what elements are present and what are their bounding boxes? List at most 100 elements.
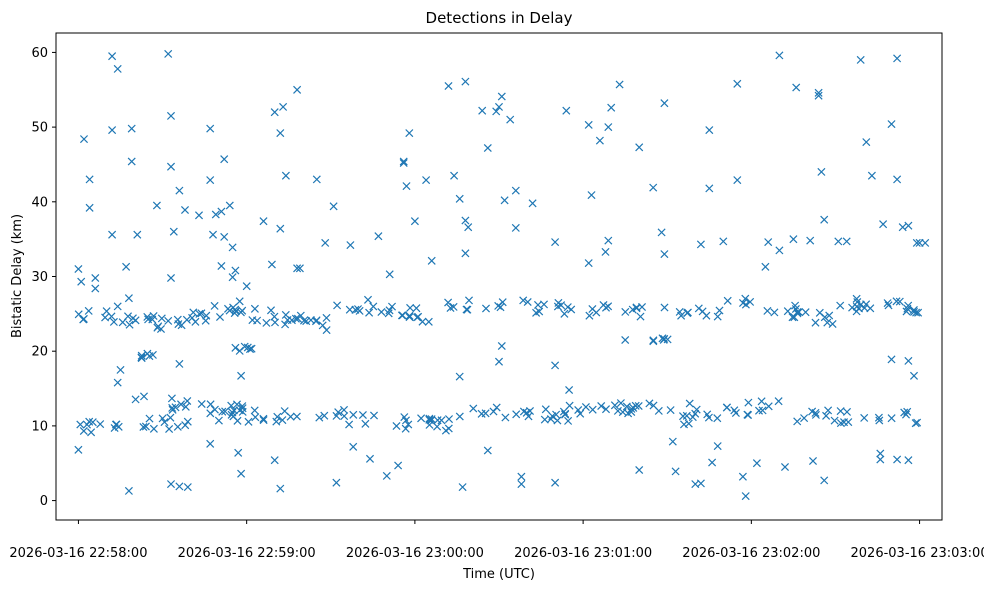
detection-marker (164, 49, 173, 58)
detection-marker (876, 455, 885, 464)
detection-marker (551, 361, 560, 370)
detection-marker (842, 407, 852, 416)
detection-marker (624, 409, 633, 418)
detection-marker (501, 413, 510, 422)
detection-marker (315, 413, 324, 422)
detection-marker (346, 241, 355, 250)
detection-marker (228, 408, 237, 417)
detection-marker (904, 221, 913, 230)
detection-marker (722, 403, 732, 412)
detection-marker (887, 414, 896, 423)
detection-marker (800, 414, 809, 423)
detection-marker (180, 205, 190, 215)
detection-marker (588, 304, 597, 314)
detection-marker (210, 405, 219, 414)
detection-marker (783, 307, 792, 316)
detection-marker (250, 304, 259, 313)
detection-marker (887, 120, 896, 129)
x-tick-label: 2026-03-16 23:02:00 (682, 546, 820, 561)
x-tick-label: 2026-03-16 23:00:00 (346, 546, 484, 561)
detection-marker (744, 398, 753, 407)
detection-marker (893, 175, 902, 184)
detection-marker (141, 422, 150, 431)
detection-marker (576, 409, 585, 418)
detection-marker (361, 419, 370, 428)
detection-marker (312, 316, 321, 325)
detection-marker (893, 455, 902, 464)
detection-marker (399, 158, 408, 168)
detection-marker (272, 417, 281, 426)
detection-marker (124, 486, 133, 495)
detection-marker (461, 249, 470, 258)
detection-marker (464, 296, 474, 305)
detection-marker (828, 319, 837, 329)
detection-marker (266, 306, 276, 315)
detection-marker (761, 262, 770, 271)
detection-marker (110, 423, 119, 433)
detection-marker (679, 420, 689, 429)
detection-marker (221, 407, 230, 416)
detection-marker (496, 303, 505, 312)
detection-marker (220, 232, 229, 241)
detection-marker (621, 307, 630, 316)
detection-marker (733, 176, 742, 185)
detection-marker (74, 264, 83, 274)
detection-marker (610, 401, 619, 410)
detection-marker (425, 420, 434, 429)
detection-marker (183, 417, 192, 426)
detection-marker (883, 299, 892, 308)
detection-marker (825, 311, 834, 320)
y-tick-label: 50 (31, 121, 48, 136)
detection-marker (167, 394, 176, 403)
detection-marker (108, 230, 117, 239)
detection-marker (128, 314, 137, 323)
detection-marker (292, 412, 301, 421)
detection-marker (719, 237, 728, 246)
detection-marker (613, 406, 622, 415)
detection-marker (763, 306, 772, 315)
detection-marker (166, 111, 176, 120)
detection-marker (206, 400, 215, 409)
detection-marker (903, 407, 912, 416)
detection-marker (165, 424, 174, 434)
detection-marker (738, 472, 747, 481)
detection-marker (293, 85, 302, 94)
detection-marker (385, 306, 394, 315)
detection-marker (713, 442, 722, 451)
detection-marker (215, 312, 225, 322)
detection-marker (139, 422, 148, 432)
detection-marker (904, 301, 913, 310)
detection-marker (691, 409, 700, 418)
detection-marker (113, 378, 122, 387)
detection-marker (109, 317, 118, 326)
detection-marker (561, 409, 570, 418)
detection-marker (405, 311, 414, 320)
detection-marker (374, 232, 383, 241)
detection-marker (892, 297, 901, 306)
y-axis: 0 10 20 30 40 50 60 (31, 46, 56, 509)
detection-marker (195, 309, 204, 318)
detection-marker (329, 202, 338, 211)
detection-marker (682, 411, 691, 420)
detection-marker (426, 416, 436, 425)
detection-marker (79, 135, 89, 144)
y-tick-label: 0 (40, 494, 48, 509)
detection-marker (911, 419, 920, 428)
detection-marker (237, 469, 246, 478)
detection-marker (601, 247, 610, 256)
detection-marker (82, 420, 92, 429)
detection-marker (77, 277, 86, 286)
detection-marker (483, 446, 492, 455)
detection-marker (811, 410, 820, 419)
detection-marker (122, 262, 131, 271)
detection-marker (369, 302, 378, 311)
detection-marker (696, 479, 705, 488)
detection-marker (217, 261, 226, 271)
detection-marker (563, 303, 572, 312)
detection-marker (245, 345, 255, 354)
detection-marker (713, 414, 722, 423)
detection-marker (904, 356, 913, 365)
detection-marker (494, 301, 503, 310)
detection-marker (206, 409, 215, 418)
